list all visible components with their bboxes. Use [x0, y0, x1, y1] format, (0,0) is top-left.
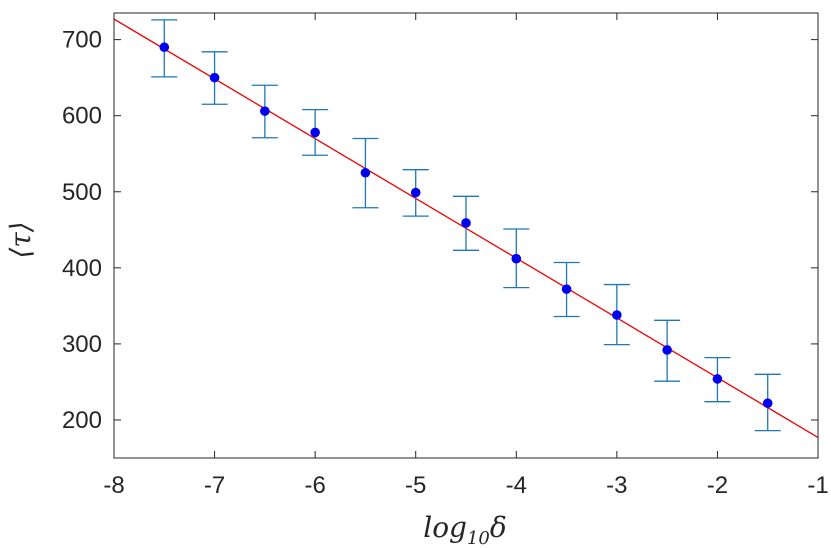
data-point — [762, 398, 773, 409]
x-tick-labels: -8 -7 -6 -5 -4 -3 -2 -1 — [103, 472, 828, 499]
data-point — [511, 253, 522, 264]
y-tick-label: 400 — [62, 255, 102, 282]
data-point — [561, 284, 572, 294]
x-tick-label: -4 — [506, 472, 527, 499]
data-point — [662, 345, 672, 355]
data-point-layer — [159, 42, 773, 409]
y-tick-label: 600 — [62, 103, 102, 130]
y-tick-label: 200 — [62, 407, 102, 434]
x-tick-label: -2 — [707, 472, 728, 499]
data-point — [461, 218, 471, 228]
y-tick-label: 500 — [62, 179, 102, 206]
data-point — [209, 72, 220, 83]
x-axis-label: log10δ — [423, 511, 507, 548]
data-point — [612, 310, 622, 320]
x-tick-label: -1 — [807, 472, 828, 499]
data-point — [712, 374, 723, 384]
y-tick-labels: 200 300 400 500 600 700 — [62, 27, 102, 434]
data-point — [360, 167, 371, 178]
y-tick-label: 300 — [62, 331, 102, 358]
data-point — [260, 106, 270, 116]
y-tick-label: 700 — [62, 27, 102, 54]
data-point — [410, 187, 421, 198]
x-tick-label: -3 — [606, 472, 627, 499]
data-point — [310, 127, 320, 138]
tick-layer — [113, 13, 819, 458]
plot-frame — [113, 12, 819, 459]
data-point — [159, 42, 170, 53]
x-tick-label: -5 — [405, 472, 426, 499]
y-axis-label: ⟨τ⟩ — [4, 221, 37, 258]
x-tick-label: -8 — [103, 472, 124, 499]
x-tick-label: -6 — [304, 472, 325, 499]
x-tick-label: -7 — [204, 472, 225, 499]
